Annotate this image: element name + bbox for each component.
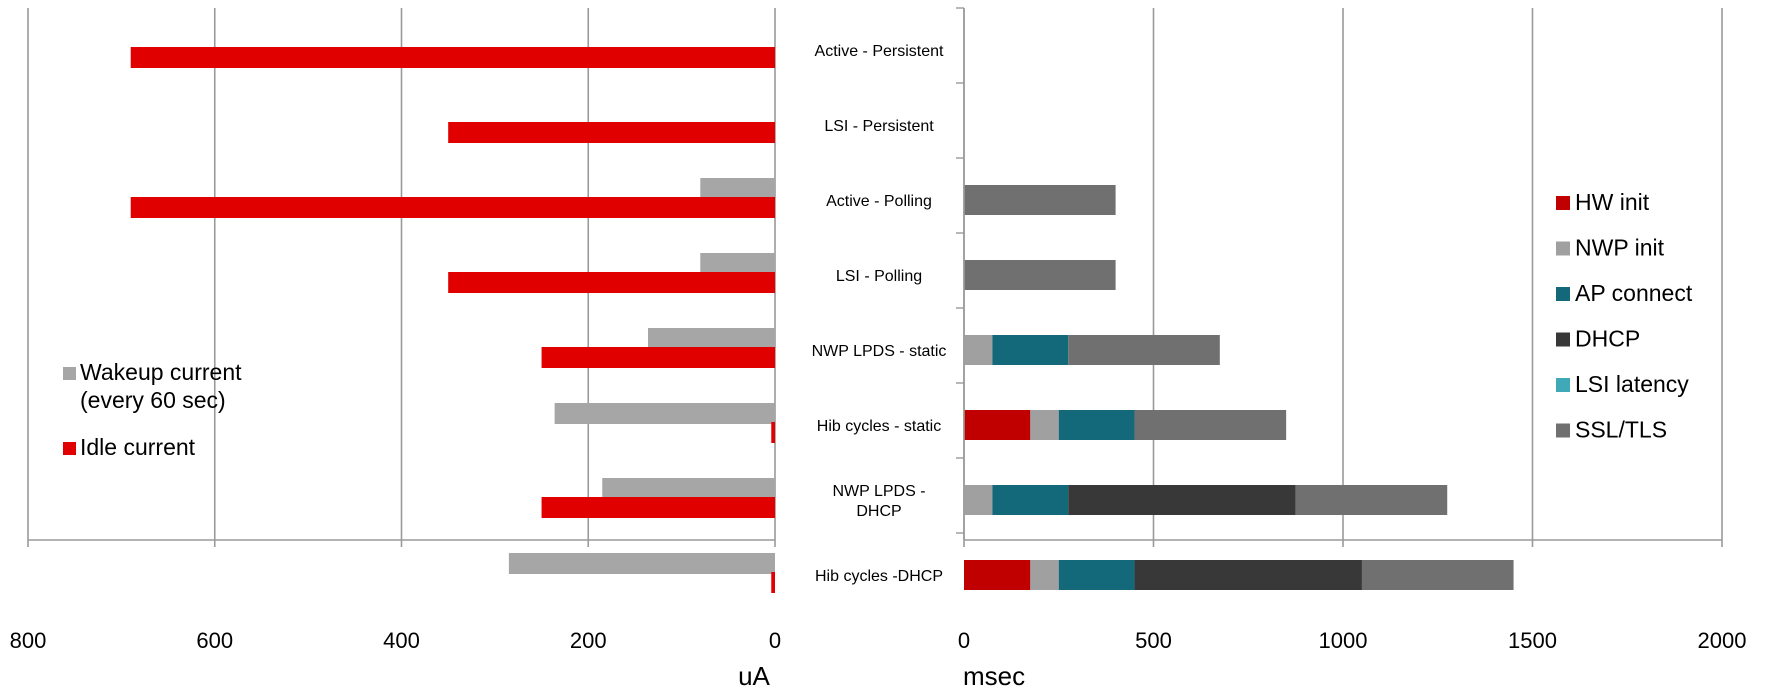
category-label-lsi-persistent: LSI - Persistent — [824, 118, 934, 135]
category-label-nwp-lpds-dhcp: NWP LPDS -DHCP — [832, 483, 925, 520]
right-bar-ssl-tls-hib-cycles-static — [1134, 410, 1287, 440]
right-legend-swatch-ap-connect — [1556, 287, 1570, 301]
right-legend-label-ssl-tls: SSL/TLS — [1575, 417, 1667, 443]
right-tick-label-1000: 1000 — [1319, 628, 1368, 653]
right-bar-ssl-tls-lsi-polling — [964, 260, 1116, 290]
left-bar-idle-lsi-polling — [448, 272, 775, 293]
right-bar-dhcp-hib-cycles-dhcp — [1134, 560, 1362, 590]
left-tick-label-0: 0 — [769, 628, 781, 653]
right-legend-swatch-dhcp — [1556, 332, 1570, 347]
right-legend-label-ap-connect: AP connect — [1575, 280, 1693, 306]
left-legend-label-wakeup-current-every-60-sec: Wakeup current (every 60 sec) — [80, 359, 242, 413]
left-bar-idle-hib-cycles-static — [771, 422, 775, 443]
right-legend-swatch-hw-init — [1556, 196, 1570, 210]
right-legend-swatch-lsi-latency — [1556, 378, 1570, 392]
left-bar-idle-nwp-lpds-dhcp — [541, 497, 775, 518]
right-bar-ap-connect-hib-cycles-static — [1058, 410, 1135, 440]
left-bar-idle-lsi-persistent — [448, 122, 775, 143]
left-bar-wakeup-lsi-polling — [700, 253, 775, 274]
right-bar-ssl-tls-hib-cycles-dhcp — [1361, 560, 1514, 590]
left-bar-wakeup-hib-cycles-static — [554, 403, 775, 424]
category-label-lsi-polling: LSI - Polling — [836, 268, 922, 285]
left-tick-label-600: 600 — [196, 628, 233, 653]
left-bar-wakeup-active-polling — [700, 178, 775, 199]
left-tick-label-400: 400 — [383, 628, 420, 653]
category-label-hib-cycles-static: Hib cycles - static — [817, 418, 941, 435]
right-legend-label-dhcp: DHCP — [1575, 326, 1640, 352]
left-tick-label-200: 200 — [570, 628, 607, 653]
right-bar-ap-connect-hib-cycles-dhcp — [1058, 560, 1135, 590]
left-bars — [130, 47, 775, 593]
left-legend: Wakeup current (every 60 sec) Idle current — [63, 359, 242, 460]
left-bar-idle-active-persistent — [130, 47, 775, 68]
right-tick-label-0: 0 — [958, 628, 970, 653]
right-x-axis: 0 500 1000 1500 2000 — [956, 7, 1747, 653]
left-bar-idle-active-polling — [130, 197, 775, 218]
category-label-hib-cycles-dhcp: Hib cycles -DHCP — [815, 568, 943, 585]
left-x-axis-label: uA — [738, 661, 770, 691]
right-legend-swatch-ssl-tls — [1556, 423, 1570, 438]
right-bar-hw-init-hib-cycles-static — [964, 410, 1031, 440]
right-tick-label-1500: 1500 — [1508, 628, 1557, 653]
left-x-axis: 800 600 400 200 0 — [10, 539, 781, 653]
right-bar-ssl-tls-nwp-lpds-dhcp — [1295, 485, 1448, 515]
left-legend-swatch-idle-current — [63, 442, 76, 455]
right-bar-ssl-tls-nwp-lpds-static — [1068, 335, 1220, 365]
right-legend-swatch-nwp-init — [1556, 241, 1570, 256]
left-tick-label-800: 800 — [10, 628, 47, 653]
right-bar-ap-connect-nwp-lpds-static — [992, 335, 1069, 365]
right-bars — [964, 185, 1514, 590]
category-label-active-persistent: Active - Persistent — [815, 43, 944, 60]
right-legend-label-lsi-latency: LSI latency — [1575, 371, 1689, 397]
right-bar-dhcp-nwp-lpds-dhcp — [1068, 485, 1296, 515]
category-label-nwp-lpds-static: NWP LPDS - static — [812, 343, 947, 360]
right-legend-label-nwp-init: NWP init — [1575, 235, 1665, 261]
right-bar-ssl-tls-active-polling — [964, 185, 1116, 215]
right-bar-hw-init-hib-cycles-dhcp — [964, 560, 1031, 590]
right-bar-ap-connect-nwp-lpds-dhcp — [992, 485, 1069, 515]
right-bar-nwp-init-nwp-lpds-dhcp — [964, 485, 993, 515]
left-bar-wakeup-nwp-lpds-dhcp — [602, 478, 775, 499]
left-bar-wakeup-nwp-lpds-static — [648, 328, 775, 349]
right-bar-nwp-init-nwp-lpds-static — [964, 335, 993, 365]
left-legend-swatch-wakeup-current-every-60-sec — [63, 367, 76, 380]
right-legend: HW init NWP init AP connect DHCP LSI latency… — [1556, 189, 1693, 443]
right-bar-nwp-init-hib-cycles-dhcp — [1030, 560, 1059, 590]
right-legend-label-hw-init: HW init — [1575, 189, 1650, 215]
category-label-active-polling: Active - Polling — [826, 193, 932, 210]
right-tick-label-2000: 2000 — [1698, 628, 1747, 653]
left-bar-wakeup-hib-cycles-dhcp — [508, 553, 775, 574]
category-labels: Active - Persistent LSI - Persistent Activ… — [812, 43, 947, 585]
right-tick-label-500: 500 — [1135, 628, 1172, 653]
right-bar-nwp-init-hib-cycles-static — [1030, 410, 1059, 440]
right-x-axis-label: msec — [963, 661, 1025, 691]
left-legend-label-idle-current: Idle current — [80, 434, 196, 460]
left-bar-idle-nwp-lpds-static — [541, 347, 775, 368]
left-bar-idle-hib-cycles-dhcp — [771, 572, 775, 593]
